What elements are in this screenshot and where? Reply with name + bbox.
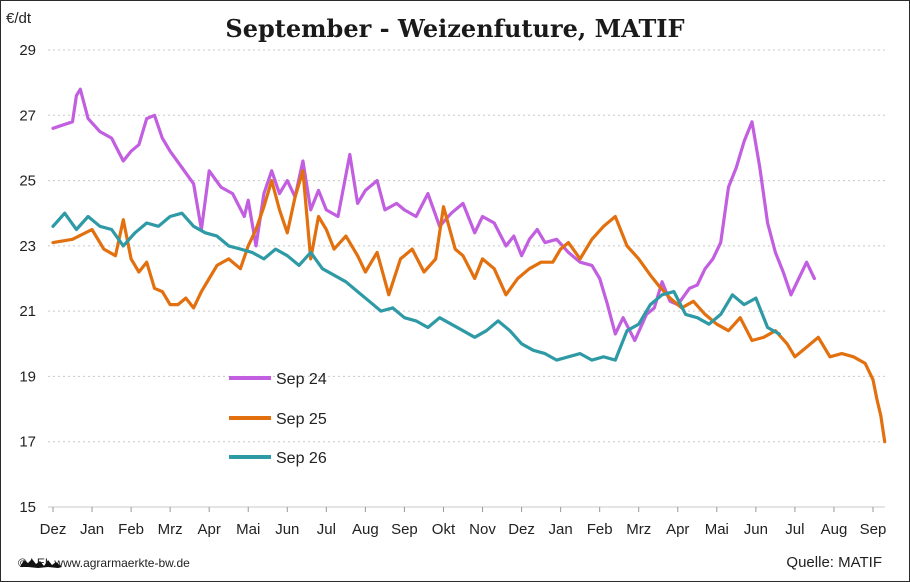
x-tick-label: Jul [785,521,804,538]
grid-lines [48,49,885,508]
x-tick-label: Nov [469,521,496,538]
series-line-sep-25 [51,169,887,444]
source-label: Quelle: MATIF [786,554,882,571]
x-tick-label: Dez [40,521,67,538]
y-tick-label: 23 [19,238,36,255]
y-tick-label: 25 [19,173,36,190]
x-tick-label: Feb [587,521,613,538]
lion-logo-icon [20,559,62,568]
series-lines [51,87,887,444]
legend-label: Sep 24 [276,371,327,388]
y-tick-labels: 15 17 19 21 23 25 27 29 [19,42,36,516]
x-tick-label: Aug [821,521,848,538]
footer-copyright: © LEL www.agrarmaerkte-bw.de [18,556,190,570]
x-tick-label: Mrz [626,521,651,538]
x-tick-label: Sep [391,521,418,538]
x-tick-label: Okt [432,521,456,538]
y-tick-label: 15 [19,499,36,516]
y-tick-label: 27 [19,107,36,124]
x-tick-label: Jul [317,521,336,538]
x-tick-label: Mai [236,521,260,538]
legend-label: Sep 26 [276,450,327,467]
chart-title: September - Weizenfuture, MATIF [225,14,685,43]
y-tick-label: 19 [19,368,36,385]
x-tick-labels: Dez Jan Feb Mrz Apr Mai Jun Jul Aug Sep Okt Nov Dez J… [40,507,887,538]
x-tick-label: Feb [118,521,144,538]
x-tick-label: Jun [275,521,299,538]
x-tick-label: Apr [666,521,689,538]
y-tick-label: 17 [19,434,36,451]
x-tick-label: Aug [352,521,379,538]
x-tick-label: Jun [744,521,768,538]
series-line-sep-26 [51,211,781,362]
legend-label: Sep 25 [276,411,327,428]
x-tick-label: Mrz [158,521,183,538]
legend: Sep 24 Sep 25 Sep 26 [229,371,327,467]
x-tick-label: Dez [508,521,535,538]
x-tick-label: Mai [705,521,729,538]
x-tick-label: Apr [198,521,221,538]
y-tick-label: 29 [19,42,36,59]
x-tick-label: Jan [549,521,573,538]
y-tick-label: 21 [19,303,36,320]
x-tick-label: Sep [860,521,887,538]
y-axis-unit: €/dt [6,10,32,27]
x-tick-label: Jan [80,521,104,538]
